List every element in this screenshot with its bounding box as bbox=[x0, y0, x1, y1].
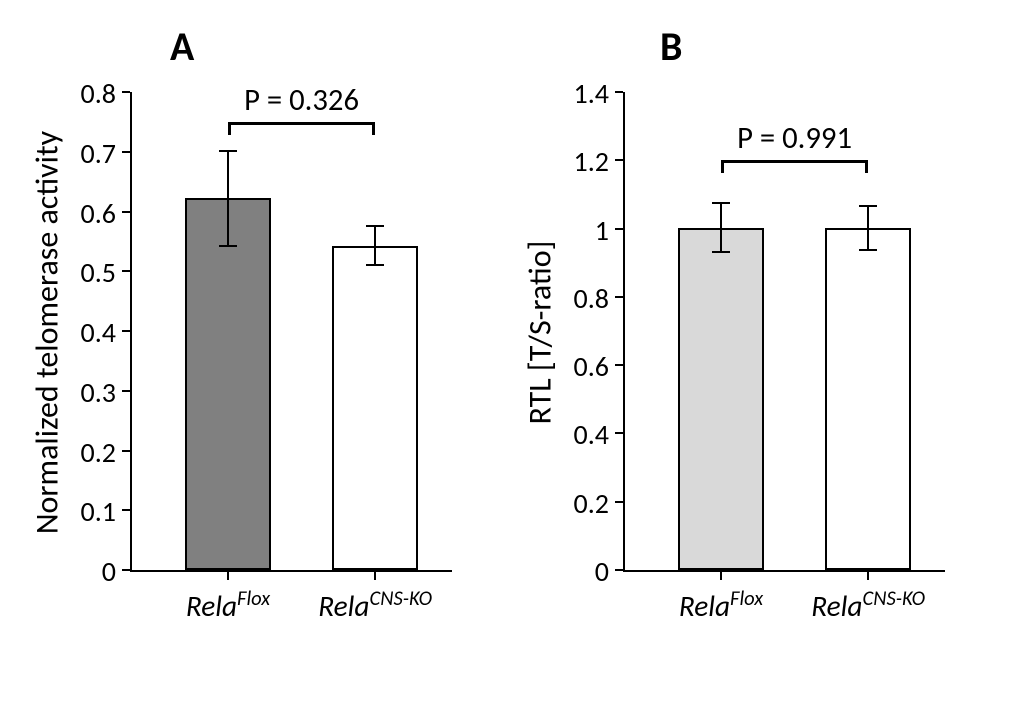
bar-A-Rela_CNS-KO bbox=[332, 246, 418, 570]
bar-B-Rela_CNS-KO bbox=[825, 228, 911, 570]
ytick-A bbox=[122, 569, 130, 571]
errorbar-cap-B-Rela_Flox-lower bbox=[712, 251, 730, 253]
errorbar-cap-B-Rela_Flox-upper bbox=[712, 202, 730, 204]
xtick-A-Rela_CNS-KO bbox=[374, 572, 376, 580]
y-axis-B bbox=[623, 92, 625, 572]
ytick-label-B: 1.2 bbox=[557, 144, 609, 179]
xtick-B-Rela_CNS-KO bbox=[867, 572, 869, 580]
ytick-label-B: 0.4 bbox=[557, 417, 609, 452]
panel-label-B: B bbox=[660, 22, 682, 71]
ytick-label-A: 0.7 bbox=[64, 136, 116, 171]
bar-A-Rela_Flox bbox=[185, 198, 271, 570]
pvalue-text-B: P = 0.991 bbox=[695, 120, 895, 157]
x-axis-B bbox=[623, 570, 945, 572]
y-axis-A bbox=[130, 92, 132, 572]
ytick-A bbox=[122, 450, 130, 452]
ytick-label-A: 0.1 bbox=[64, 494, 116, 529]
ytick-B bbox=[615, 91, 623, 93]
errorbar-cap-B-Rela_CNS-KO-upper bbox=[859, 205, 877, 207]
ytick-A bbox=[122, 91, 130, 93]
ylabel-A: Normalized telomerase activity bbox=[28, 94, 67, 572]
ytick-label-A: 0.8 bbox=[64, 76, 116, 111]
ytick-label-B: 1.4 bbox=[557, 76, 609, 111]
ytick-label-A: 0.4 bbox=[64, 315, 116, 350]
errorbar-cap-A-Rela_Flox-upper bbox=[219, 150, 237, 152]
ytick-label-B: 1 bbox=[557, 213, 609, 248]
x-axis-A bbox=[130, 570, 452, 572]
ytick-B bbox=[615, 569, 623, 571]
panel-label-A: A bbox=[170, 22, 194, 71]
ytick-label-B: 0.2 bbox=[557, 486, 609, 521]
xlabel-B-Rela_CNS-KO: RelaCNS-KO bbox=[778, 588, 958, 624]
errorbar-stem-A-Rela_CNS-KO bbox=[374, 226, 376, 265]
errorbar-cap-A-Rela_Flox-lower bbox=[219, 245, 237, 247]
figure-root: A00.10.20.30.40.50.60.70.8RelaFloxRelaCN… bbox=[0, 0, 1020, 728]
ytick-label-A: 0.2 bbox=[64, 435, 116, 470]
pvalue-bracket-B bbox=[721, 160, 868, 163]
ytick-A bbox=[122, 151, 130, 153]
xtick-A-Rela_Flox bbox=[227, 572, 229, 580]
errorbar-cap-A-Rela_CNS-KO-lower bbox=[366, 264, 384, 266]
errorbar-stem-B-Rela_CNS-KO bbox=[867, 206, 869, 250]
ytick-A bbox=[122, 270, 130, 272]
ytick-label-A: 0 bbox=[64, 554, 116, 589]
ytick-label-B: 0.6 bbox=[557, 349, 609, 384]
ytick-label-A: 0.6 bbox=[64, 196, 116, 231]
ytick-label-A: 0.5 bbox=[64, 255, 116, 290]
ytick-A bbox=[122, 330, 130, 332]
ytick-label-B: 0.8 bbox=[557, 281, 609, 316]
ytick-A bbox=[122, 509, 130, 511]
ytick-label-A: 0.3 bbox=[64, 375, 116, 410]
pvalue-text-A: P = 0.326 bbox=[202, 82, 402, 119]
ytick-B bbox=[615, 228, 623, 230]
ytick-B bbox=[615, 364, 623, 366]
errorbar-stem-B-Rela_Flox bbox=[720, 203, 722, 253]
ytick-A bbox=[122, 390, 130, 392]
ytick-A bbox=[122, 211, 130, 213]
xlabel-A-Rela_CNS-KO: RelaCNS-KO bbox=[285, 588, 465, 624]
errorbar-cap-A-Rela_CNS-KO-upper bbox=[366, 225, 384, 227]
pvalue-bracket-A bbox=[228, 122, 375, 125]
errorbar-stem-A-Rela_Flox bbox=[227, 151, 229, 247]
ytick-B bbox=[615, 296, 623, 298]
xtick-B-Rela_Flox bbox=[720, 572, 722, 580]
errorbar-cap-B-Rela_CNS-KO-lower bbox=[859, 249, 877, 251]
ytick-B bbox=[615, 159, 623, 161]
ylabel-B: RTL [T/S-ratio] bbox=[521, 94, 560, 572]
bar-B-Rela_Flox bbox=[678, 228, 764, 570]
ytick-B bbox=[615, 501, 623, 503]
ytick-B bbox=[615, 432, 623, 434]
ytick-label-B: 0 bbox=[557, 554, 609, 589]
